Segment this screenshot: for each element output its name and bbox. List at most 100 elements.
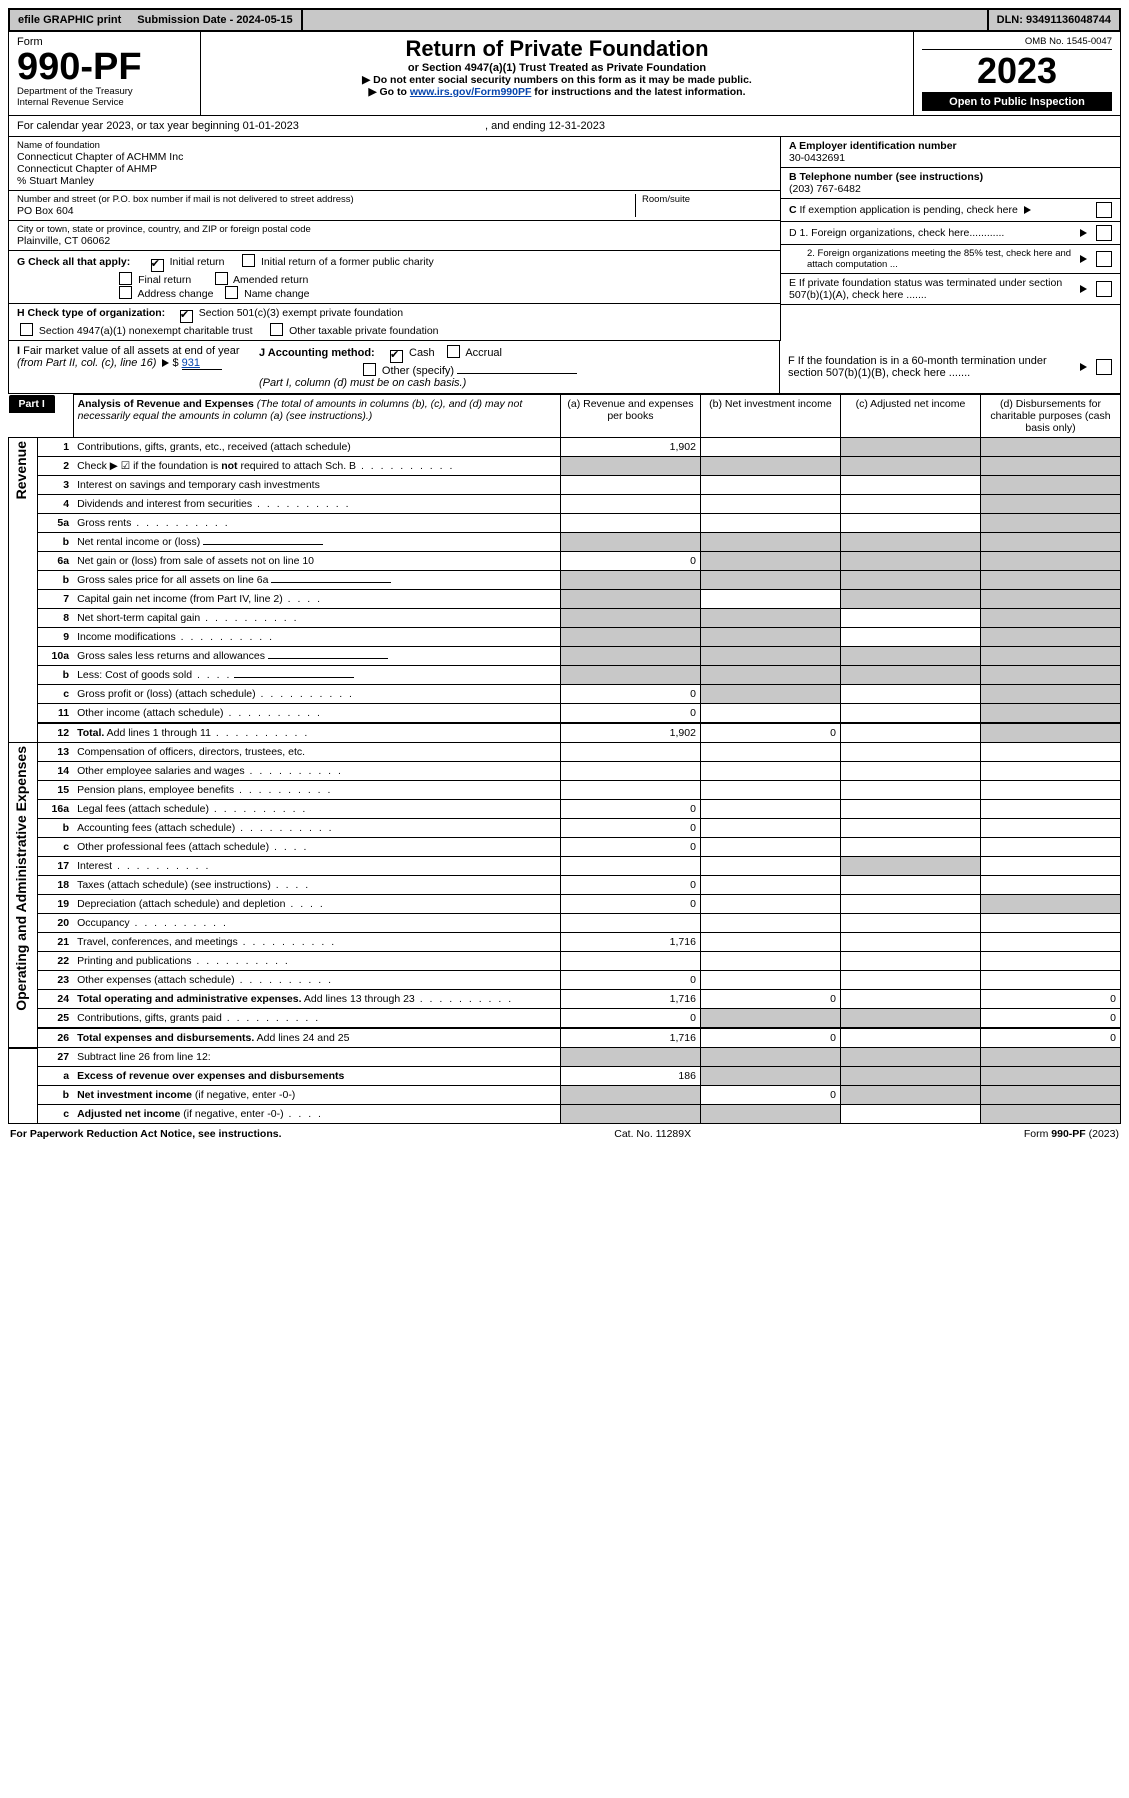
line-description: Less: Cost of goods sold bbox=[73, 666, 560, 685]
col-b-cell bbox=[700, 1105, 840, 1124]
h-other-taxable-checkbox[interactable] bbox=[270, 323, 283, 336]
d2-checkbox[interactable] bbox=[1096, 251, 1112, 267]
g-initial-return-checkbox[interactable] bbox=[151, 259, 164, 272]
instr2-post: for instructions and the latest informat… bbox=[531, 86, 745, 98]
col-d-cell bbox=[980, 609, 1120, 628]
col-d-cell bbox=[980, 571, 1120, 590]
col-d-cell bbox=[980, 457, 1120, 476]
table-row: aExcess of revenue over expenses and dis… bbox=[9, 1067, 1121, 1086]
col-c-cell bbox=[840, 990, 980, 1009]
line-description: Gross sales price for all assets on line… bbox=[73, 571, 560, 590]
line-description: Total expenses and disbursements. Add li… bbox=[73, 1028, 560, 1048]
col-c-cell bbox=[840, 533, 980, 552]
col-d-cell: 0 bbox=[980, 1028, 1120, 1048]
g-initial-former-checkbox[interactable] bbox=[242, 254, 255, 267]
col-a-cell bbox=[560, 1086, 700, 1105]
room-label: Room/suite bbox=[642, 194, 772, 205]
g-address-change-checkbox[interactable] bbox=[119, 286, 132, 299]
col-b-cell bbox=[700, 1067, 840, 1086]
line-description: Other employee salaries and wages bbox=[73, 762, 560, 781]
table-row: 7Capital gain net income (from Part IV, … bbox=[9, 590, 1121, 609]
col-d-cell bbox=[980, 762, 1120, 781]
col-a-cell: 0 bbox=[560, 1009, 700, 1029]
revenue-section-label: Revenue bbox=[13, 441, 29, 499]
col-c-cell bbox=[840, 666, 980, 685]
col-b-cell bbox=[700, 933, 840, 952]
j-cash-checkbox[interactable] bbox=[390, 350, 403, 363]
table-row: 8Net short-term capital gain bbox=[9, 609, 1121, 628]
col-a-cell: 0 bbox=[560, 704, 700, 724]
col-b-cell bbox=[700, 685, 840, 704]
col-d-cell bbox=[980, 857, 1120, 876]
table-row: 12Total. Add lines 1 through 111,9020 bbox=[9, 723, 1121, 743]
d1-checkbox[interactable] bbox=[1096, 225, 1112, 241]
col-a-cell bbox=[560, 743, 700, 762]
line-description: Travel, conferences, and meetings bbox=[73, 933, 560, 952]
e-checkbox[interactable] bbox=[1096, 281, 1112, 297]
col-a-cell: 1,716 bbox=[560, 990, 700, 1009]
line-number: 24 bbox=[38, 990, 73, 1009]
table-row: 18Taxes (attach schedule) (see instructi… bbox=[9, 876, 1121, 895]
g-opt-3: Amended return bbox=[233, 274, 308, 286]
footer-mid: Cat. No. 11289X bbox=[614, 1128, 691, 1140]
fmv-value[interactable]: 931 bbox=[182, 357, 222, 370]
col-c-cell bbox=[840, 495, 980, 514]
h-4947-checkbox[interactable] bbox=[20, 323, 33, 336]
instr2-pre: ▶ Go to bbox=[369, 86, 410, 98]
col-a-cell: 0 bbox=[560, 800, 700, 819]
table-row: bAccounting fees (attach schedule)0 bbox=[9, 819, 1121, 838]
g-final-return-checkbox[interactable] bbox=[119, 272, 132, 285]
c-checkbox[interactable] bbox=[1096, 202, 1112, 218]
j-other-checkbox[interactable] bbox=[363, 363, 376, 376]
table-row: 23Other expenses (attach schedule)0 bbox=[9, 971, 1121, 990]
arrow-icon bbox=[162, 359, 169, 367]
col-c-header: (c) Adjusted net income bbox=[840, 395, 980, 438]
col-d-cell bbox=[980, 590, 1120, 609]
line-number: 23 bbox=[38, 971, 73, 990]
col-c-cell bbox=[840, 476, 980, 495]
col-d-cell bbox=[980, 1086, 1120, 1105]
table-row: cGross profit or (loss) (attach schedule… bbox=[9, 685, 1121, 704]
arrow-icon bbox=[1080, 363, 1087, 371]
tax-year: 2023 bbox=[922, 50, 1112, 93]
table-row: bNet rental income or (loss) bbox=[9, 533, 1121, 552]
col-c-cell bbox=[840, 1086, 980, 1105]
col-b-cell bbox=[700, 590, 840, 609]
efile-label[interactable]: efile GRAPHIC print bbox=[10, 10, 129, 30]
line-number: 16a bbox=[38, 800, 73, 819]
table-row: 27Subtract line 26 from line 12: bbox=[9, 1048, 1121, 1067]
g-amended-return-checkbox[interactable] bbox=[215, 272, 228, 285]
line-description: Contributions, gifts, grants, etc., rece… bbox=[73, 438, 560, 457]
g-opt-4: Address change bbox=[138, 288, 214, 300]
col-b-cell bbox=[700, 762, 840, 781]
arrow-icon bbox=[1080, 255, 1087, 263]
col-d-cell bbox=[980, 952, 1120, 971]
j-other-input[interactable] bbox=[457, 373, 577, 374]
line-description: Other professional fees (attach schedule… bbox=[73, 838, 560, 857]
col-d-cell bbox=[980, 533, 1120, 552]
arrow-icon bbox=[1080, 285, 1087, 293]
section-g: G Check all that apply: Initial return I… bbox=[9, 251, 780, 304]
h-501c3-checkbox[interactable] bbox=[180, 310, 193, 323]
col-c-cell bbox=[840, 438, 980, 457]
line-description: Adjusted net income (if negative, enter … bbox=[73, 1105, 560, 1124]
j-accrual-checkbox[interactable] bbox=[447, 345, 460, 358]
part1-label: Part I bbox=[9, 395, 55, 413]
line-number: 21 bbox=[38, 933, 73, 952]
line-number: 12 bbox=[38, 723, 73, 743]
line-number: 25 bbox=[38, 1009, 73, 1029]
line-number: c bbox=[38, 1105, 73, 1124]
col-a-cell bbox=[560, 495, 700, 514]
line-description: Compensation of officers, directors, tru… bbox=[73, 743, 560, 762]
form990pf-link[interactable]: www.irs.gov/Form990PF bbox=[410, 86, 532, 98]
g-name-change-checkbox[interactable] bbox=[225, 286, 238, 299]
col-d-cell: 0 bbox=[980, 990, 1120, 1009]
col-d-cell bbox=[980, 495, 1120, 514]
f-checkbox[interactable] bbox=[1096, 359, 1112, 375]
section-ij: I Fair market value of all assets at end… bbox=[8, 341, 1121, 394]
col-a-cell: 1,902 bbox=[560, 723, 700, 743]
line-description: Dividends and interest from securities bbox=[73, 495, 560, 514]
table-row: 11Other income (attach schedule)0 bbox=[9, 704, 1121, 724]
col-b-cell: 0 bbox=[700, 990, 840, 1009]
col-a-cell bbox=[560, 857, 700, 876]
